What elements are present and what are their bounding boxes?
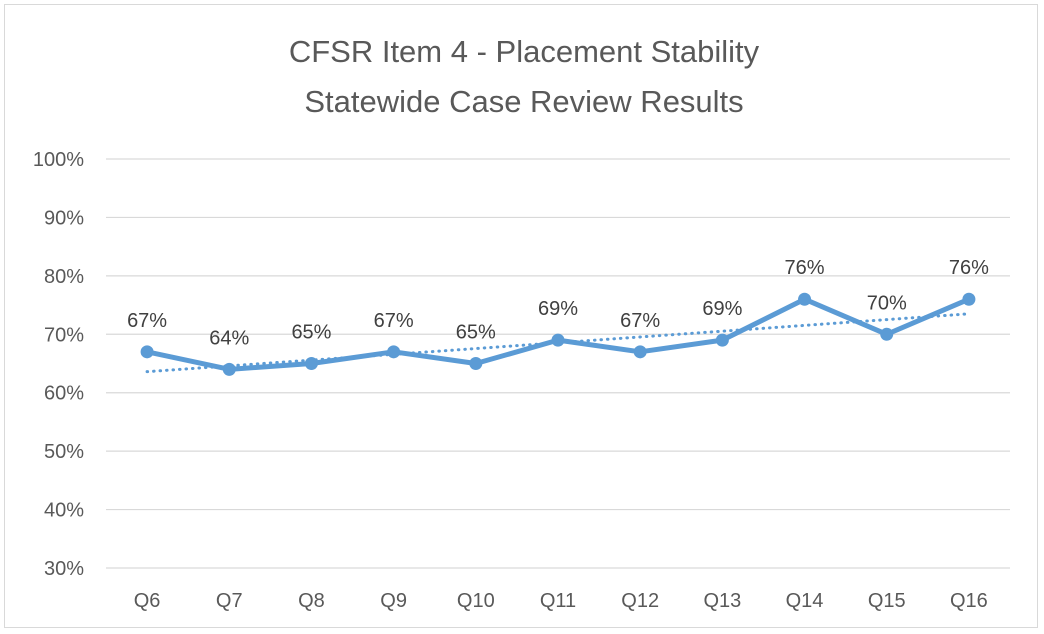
data-label-q13: 69%	[702, 298, 742, 320]
x-tick-label: Q7	[216, 590, 243, 612]
data-point-q13	[715, 333, 729, 347]
data-label-q7: 64%	[209, 327, 249, 349]
y-tick-label: 100%	[33, 149, 84, 171]
y-tick-label: 80%	[44, 266, 84, 288]
data-label-q8: 65%	[291, 322, 331, 344]
x-tick-label: Q11	[540, 590, 576, 612]
chart-title: CFSR Item 4 - Placement Stability Statew…	[289, 34, 760, 119]
x-tick-label: Q15	[868, 590, 906, 612]
x-tick-label: Q13	[703, 590, 741, 612]
x-tick-label: Q8	[298, 590, 325, 612]
data-point-q15	[880, 327, 894, 341]
y-tick-label: 30%	[44, 558, 84, 580]
y-tick-label: 90%	[44, 207, 84, 229]
data-label-q14: 76%	[785, 257, 825, 279]
data-label-q11: 69%	[538, 298, 578, 320]
chart-title-line-1: CFSR Item 4 - Placement Stability	[289, 34, 760, 69]
data-label-q9: 67%	[374, 310, 414, 332]
y-tick-label: 70%	[44, 324, 84, 346]
data-point-q14	[798, 292, 812, 306]
x-tick-label: Q6	[134, 590, 161, 612]
y-tick-label: 60%	[44, 383, 84, 405]
data-point-q9	[387, 345, 401, 359]
y-tick-label: 50%	[44, 441, 84, 463]
x-axis-ticks: Q6 Q7 Q8 Q9 Q10 Q11 Q12 Q13 Q14 Q15 Q16	[134, 590, 988, 612]
x-tick-label: Q16	[950, 590, 988, 612]
data-point-q6	[140, 345, 154, 359]
series-group	[140, 292, 976, 376]
data-label-q15: 70%	[867, 292, 907, 314]
data-point-q16	[962, 292, 976, 306]
x-tick-label: Q12	[621, 590, 659, 612]
data-labels: 67% 64% 65% 67% 65% 69% 67% 69% 76% 70% 76%	[127, 257, 989, 349]
data-point-q11	[551, 333, 565, 347]
y-tick-label: 40%	[44, 500, 84, 522]
data-label-q16: 76%	[949, 257, 989, 279]
x-tick-label: Q14	[786, 590, 824, 612]
chart-title-line-2: Statewide Case Review Results	[304, 84, 743, 119]
data-label-q12: 67%	[620, 310, 660, 332]
data-point-q7	[222, 362, 236, 376]
trendline-group	[145, 312, 971, 374]
x-tick-label: Q10	[457, 590, 495, 612]
x-tick-label: Q9	[380, 590, 407, 612]
data-label-q10: 65%	[456, 322, 496, 344]
chart-frame	[4, 4, 1038, 628]
data-point-q10	[469, 357, 483, 370]
y-axis-ticks: 30% 40% 50% 60% 70% 80% 90% 100%	[33, 149, 84, 580]
data-point-q12	[633, 345, 647, 359]
trendline	[145, 312, 971, 374]
data-point-q8	[304, 357, 318, 370]
gridlines	[106, 158, 1010, 569]
data-label-q6: 67%	[127, 310, 167, 332]
